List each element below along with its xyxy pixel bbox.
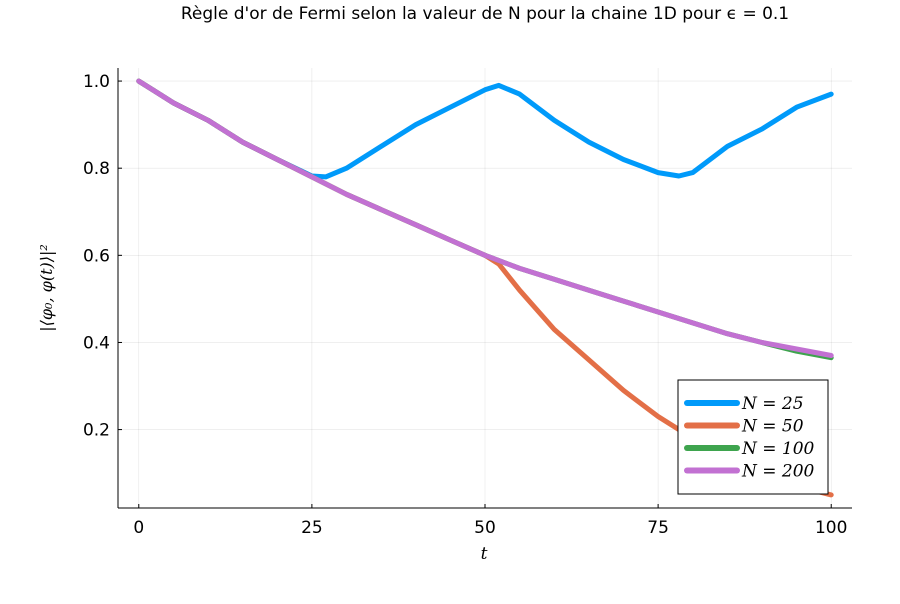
y-axis-label: |⟨φ₀, φ(t)⟩|²: [37, 244, 56, 332]
x-axis-label: t: [481, 544, 488, 564]
legend-box: [677, 379, 829, 495]
grid-lines: [118, 68, 852, 508]
x-tick-label: 100: [815, 518, 847, 538]
x-tick-label: 25: [301, 518, 323, 538]
series-line-4: [136, 78, 834, 358]
legend-label-2: N = 50: [741, 417, 804, 437]
axes: [117, 68, 852, 509]
legend-label-3: N = 100: [741, 439, 815, 459]
y-tick-label: 1.0: [83, 72, 110, 92]
y-tick-label: 0.6: [83, 246, 110, 266]
x-tick-label: 75: [647, 518, 669, 538]
y-tick-label: 0.2: [83, 421, 110, 441]
chart-title: Règle d'or de Fermi selon la valeur de N…: [181, 4, 789, 24]
x-tick-label: 50: [474, 518, 496, 538]
y-tick-label: 0.4: [83, 333, 110, 353]
legend-label-4: N = 200: [741, 462, 815, 482]
y-tick-label: 0.8: [83, 159, 110, 179]
x-tick-label: 0: [133, 518, 144, 538]
legend: N = 25 N = 50N = 100 N = 200: [677, 379, 829, 495]
tick-labels: 0 25 50 75 100 0.2 0.4 0.6 0.8 1.0: [83, 72, 847, 538]
legend-label-1: N = 25: [741, 394, 804, 414]
